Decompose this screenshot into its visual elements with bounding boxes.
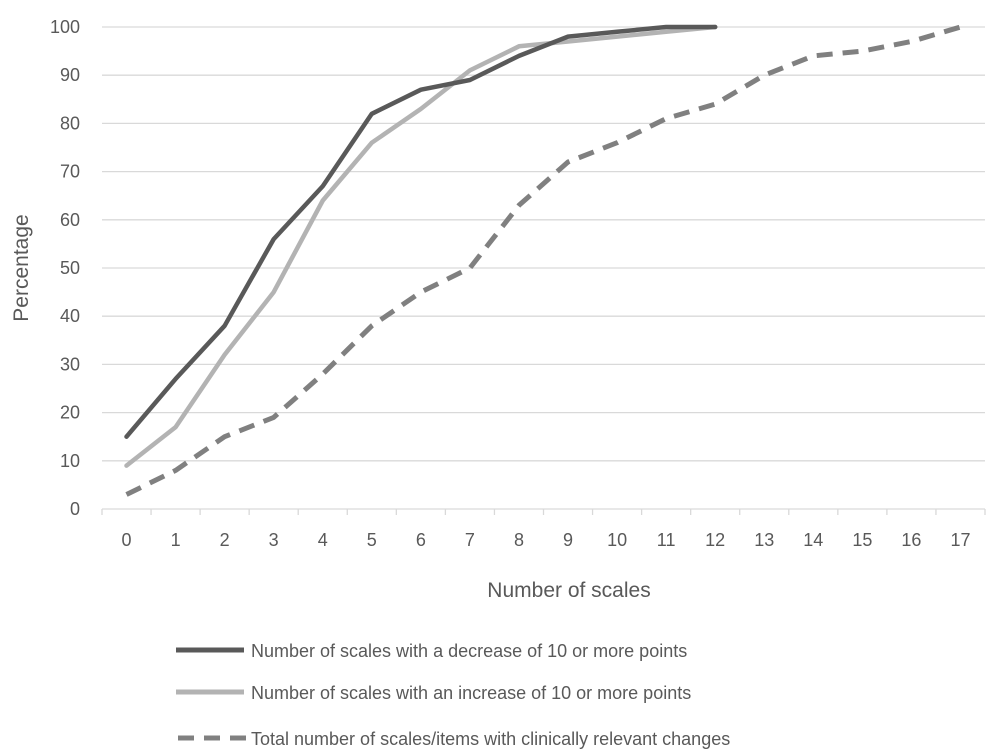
x-tick-label: 13 [754, 530, 774, 550]
x-tick-label: 2 [220, 530, 230, 550]
x-tick-label: 1 [171, 530, 181, 550]
y-tick-label: 90 [60, 65, 80, 85]
legend: Number of scales with a decrease of 10 o… [176, 641, 730, 749]
x-tick-label: 17 [950, 530, 970, 550]
legend-label-2: Number of scales with an increase of 10 … [251, 683, 691, 703]
x-tick-label: 5 [367, 530, 377, 550]
x-tick-label: 0 [122, 530, 132, 550]
y-tick-label: 70 [60, 162, 80, 182]
x-tick-label: 8 [514, 530, 524, 550]
y-tick-label: 60 [60, 210, 80, 230]
x-tick-label: 7 [465, 530, 475, 550]
y-tick-label: 10 [60, 451, 80, 471]
y-tick-label: 80 [60, 113, 80, 133]
series-lines [124, 24, 962, 497]
x-tick-label: 4 [318, 530, 328, 550]
x-tick-label: 9 [563, 530, 573, 550]
x-tick-label: 14 [803, 530, 823, 550]
x-tick-label: 16 [901, 530, 921, 550]
x-tick-label: 11 [657, 530, 676, 550]
x-tick-label: 15 [852, 530, 872, 550]
y-tick-label: 0 [70, 499, 80, 519]
x-tick-label: 10 [607, 530, 627, 550]
y-axis-title: Percentage [10, 214, 33, 321]
series-line-3 [125, 24, 962, 497]
y-tick-label: 30 [60, 354, 80, 374]
y-tick-label: 40 [60, 306, 80, 326]
gridlines [102, 26, 985, 462]
legend-label-3: Total number of scales/items with clinic… [251, 729, 730, 749]
y-tick-label: 100 [50, 17, 80, 37]
y-tick-label: 50 [60, 258, 80, 278]
series-line-1 [124, 24, 718, 439]
y-tick-label: 20 [60, 403, 80, 423]
x-tick-label: 3 [269, 530, 279, 550]
legend-label-1: Number of scales with a decrease of 10 o… [251, 641, 687, 661]
x-tick-label: 6 [416, 530, 426, 550]
x-tick-label: 12 [705, 530, 725, 550]
x-axis-title: Number of scales [487, 579, 650, 602]
series-line-2 [124, 24, 718, 468]
